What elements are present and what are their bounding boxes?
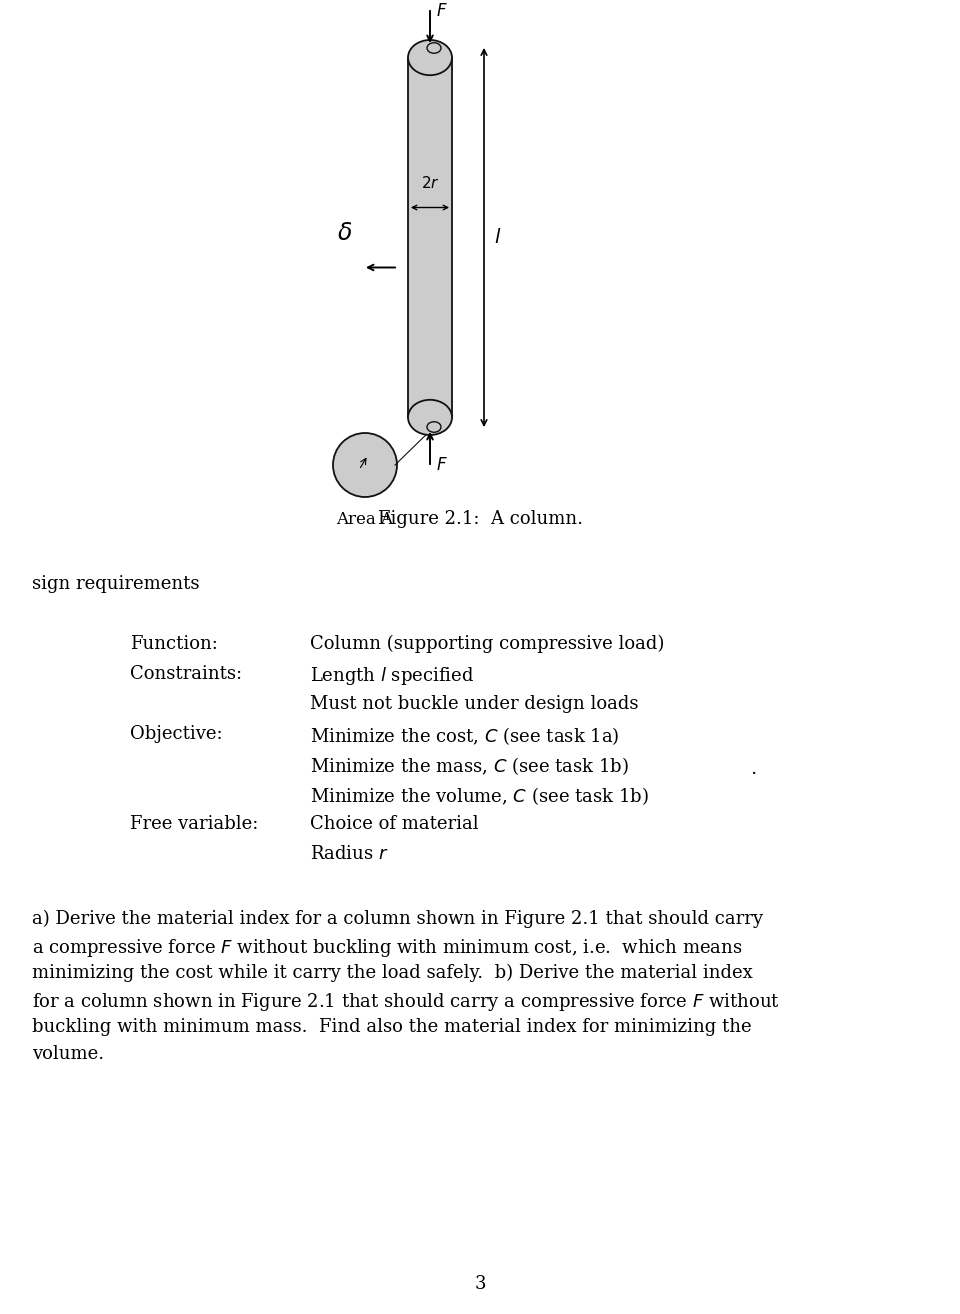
Text: Function:: Function: xyxy=(130,635,218,653)
Text: Choice of material: Choice of material xyxy=(310,815,479,833)
Text: Length $l$ specified: Length $l$ specified xyxy=(310,665,474,687)
Text: 3: 3 xyxy=(474,1275,486,1293)
Text: Radius $r$: Radius $r$ xyxy=(310,845,389,863)
Text: Figure 2.1:  A column.: Figure 2.1: A column. xyxy=(377,510,583,528)
Text: volume.: volume. xyxy=(32,1045,104,1063)
Text: a compressive force $F$ without buckling with minimum cost, i.e.  which means: a compressive force $F$ without buckling… xyxy=(32,937,742,959)
Text: Minimize the cost, $C$ (see task 1a): Minimize the cost, $C$ (see task 1a) xyxy=(310,725,619,746)
Ellipse shape xyxy=(333,434,397,497)
Text: buckling with minimum mass.  Find also the material index for minimizing the: buckling with minimum mass. Find also th… xyxy=(32,1018,752,1035)
Text: sign requirements: sign requirements xyxy=(32,576,200,593)
Ellipse shape xyxy=(427,422,441,432)
Text: Constraints:: Constraints: xyxy=(130,665,242,683)
Text: Free variable:: Free variable: xyxy=(130,815,258,833)
Polygon shape xyxy=(408,58,452,418)
Text: Area A: Area A xyxy=(337,511,394,528)
Text: minimizing the cost while it carry the load safely.  b) Derive the material inde: minimizing the cost while it carry the l… xyxy=(32,964,753,983)
Text: Minimize the mass, $C$ (see task 1b): Minimize the mass, $C$ (see task 1b) xyxy=(310,756,629,777)
Text: Objective:: Objective: xyxy=(130,725,223,742)
Text: for a column shown in Figure 2.1 that should carry a compressive force $F$ witho: for a column shown in Figure 2.1 that sh… xyxy=(32,991,780,1013)
Text: $2r$: $2r$ xyxy=(420,176,440,192)
Ellipse shape xyxy=(408,39,452,75)
Text: $F$: $F$ xyxy=(436,4,447,21)
Text: $l$: $l$ xyxy=(494,229,501,247)
Text: $F$: $F$ xyxy=(436,456,447,473)
Text: Column (supporting compressive load): Column (supporting compressive load) xyxy=(310,635,664,653)
Text: Must not buckle under design loads: Must not buckle under design loads xyxy=(310,695,638,714)
Text: .: . xyxy=(750,759,756,778)
Text: Minimize the volume, $C$ (see task 1b): Minimize the volume, $C$ (see task 1b) xyxy=(310,784,649,807)
Ellipse shape xyxy=(408,399,452,435)
Text: a) Derive the material index for a column shown in Figure 2.1 that should carry: a) Derive the material index for a colum… xyxy=(32,911,763,928)
Ellipse shape xyxy=(427,43,441,54)
Text: $\delta$: $\delta$ xyxy=(337,222,352,246)
